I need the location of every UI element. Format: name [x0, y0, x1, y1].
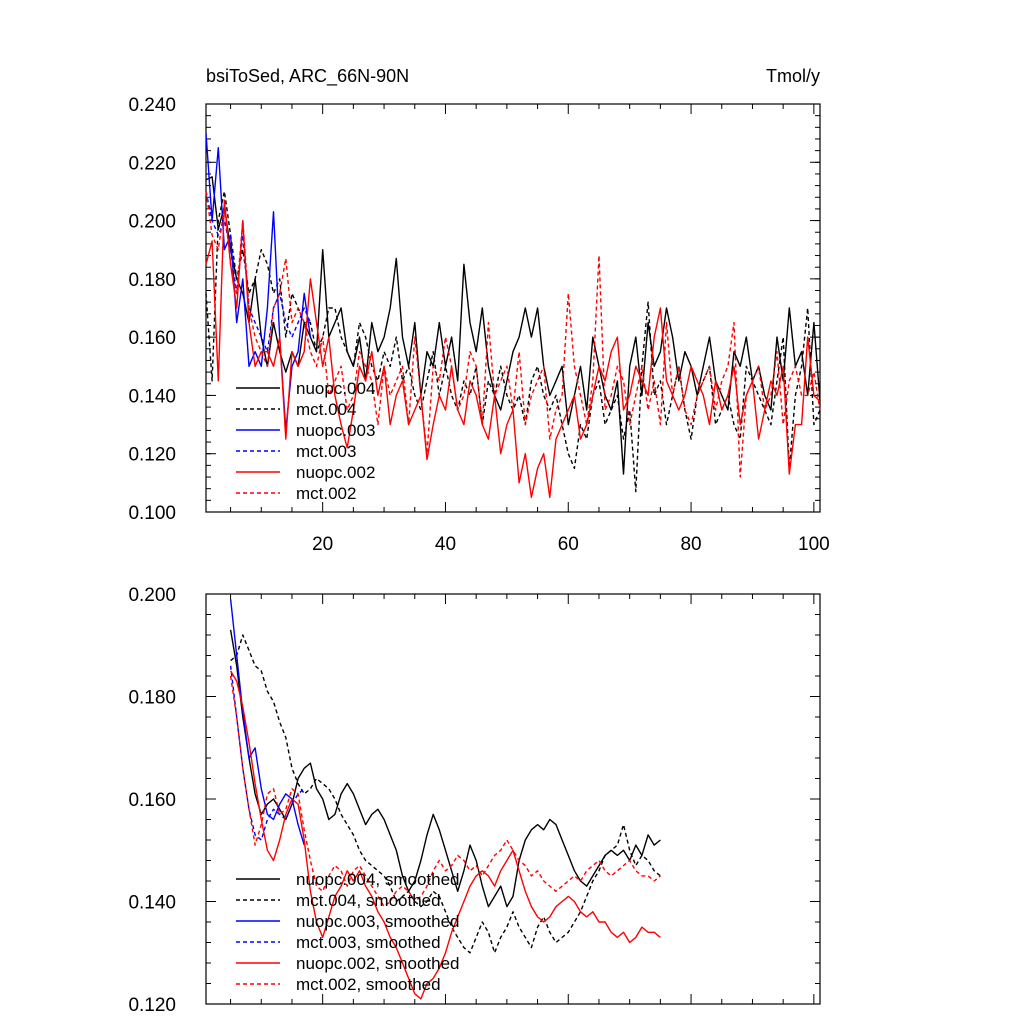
y-tick-label: 0.160	[128, 790, 176, 811]
series-line-mct-002-smoothed	[229, 675, 661, 908]
y-tick-label: 0.220	[128, 153, 176, 174]
legend-label-nuopc-004: nuopc.004	[296, 379, 375, 398]
legend-label-mct-003-smoothed: mct.003, smoothed	[296, 933, 441, 952]
legend-label-mct-002-smoothed: mct.002, smoothed	[296, 975, 441, 994]
x-tick-label: 80	[680, 534, 701, 555]
x-tick-label: 100	[798, 534, 830, 555]
top-legend: nuopc.004 mct.004 nuopc.003 mct.003 nuopc.00…	[236, 379, 375, 503]
bottom-series	[229, 599, 661, 1000]
y-tick-label: 0.200	[128, 585, 176, 606]
legend-label-mct-002: mct.002	[296, 484, 356, 503]
y-tick-label: 0.140	[128, 893, 176, 914]
y-tick-label: 0.200	[128, 212, 176, 233]
legend-label-nuopc-003-smoothed: nuopc.003, smoothed	[296, 912, 460, 931]
bottom-legend: nuopc.004, smoothed mct.004, smoothed nuop…	[236, 870, 460, 994]
top-plot-frame	[205, 103, 821, 513]
legend-label-nuopc-002-smoothed: nuopc.002, smoothed	[296, 954, 460, 973]
series-line-mct-004	[205, 190, 821, 493]
x-tick-label: 60	[558, 534, 579, 555]
y-tick-label: 0.160	[128, 328, 176, 349]
legend-label-mct-004-smoothed: mct.004, smoothed	[296, 891, 441, 910]
series-line-nuopc-004	[205, 176, 821, 475]
y-tick-label: 0.140	[128, 386, 176, 407]
legend-label-nuopc-004-smoothed: nuopc.004, smoothed	[296, 870, 460, 889]
legend-label-nuopc-002: nuopc.002	[296, 463, 375, 482]
top-series	[205, 133, 821, 499]
y-tick-label: 0.240	[128, 95, 176, 116]
top-ticks: 20 40 60 80 100 0.100 0.120 0.140 0.160 0.180 0.20…	[128, 95, 829, 555]
top-panel: bsiToSed, ARC_66N-90N Tmol/y 20 40 60 80 100…	[128, 66, 829, 555]
y-tick-label: 0.100	[128, 503, 176, 524]
top-title-right: Tmol/y	[766, 66, 820, 86]
y-tick-label: 0.180	[128, 270, 176, 291]
x-tick-label: 20	[312, 534, 333, 555]
bottom-panel: 0.120 0.140 0.160 0.180 0.200 nuopc.004, smo…	[128, 585, 821, 1016]
y-tick-label: 0.120	[128, 995, 176, 1016]
top-title-left: bsiToSed, ARC_66N-90N	[206, 66, 409, 87]
legend-label-nuopc-003: nuopc.003	[296, 421, 375, 440]
legend-label-mct-004: mct.004	[296, 400, 356, 419]
x-tick-label: 40	[435, 534, 456, 555]
y-tick-label: 0.180	[128, 688, 176, 709]
series-line-nuopc-002-smoothed	[229, 670, 661, 1000]
series-line-nuopc-004-smoothed	[229, 629, 661, 908]
legend-label-mct-003: mct.003	[296, 442, 356, 461]
series-line-nuopc-003-smoothed	[229, 599, 305, 846]
bottom-ticks: 0.120 0.140 0.160 0.180 0.200	[128, 585, 820, 1016]
series-line-mct-002	[205, 191, 821, 478]
y-tick-label: 0.120	[128, 445, 176, 466]
